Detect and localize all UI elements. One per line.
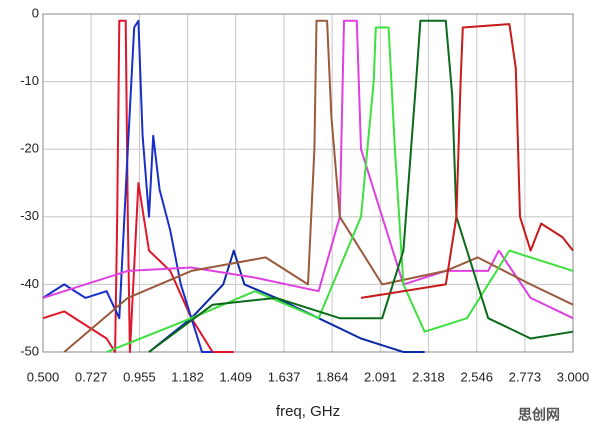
curve bbox=[42, 19, 574, 320]
y-tick-label: 0 bbox=[32, 5, 39, 20]
y-tick-label: -10 bbox=[20, 73, 39, 88]
x-axis-label: freq, GHz bbox=[276, 403, 340, 420]
x-tick-label: 1.409 bbox=[219, 369, 252, 384]
curve bbox=[42, 19, 234, 353]
x-tick-label: 0.955 bbox=[123, 369, 156, 384]
x-tick-label: 0.500 bbox=[27, 369, 60, 384]
x-tick-label: 0.727 bbox=[75, 369, 108, 384]
curve bbox=[360, 23, 574, 299]
curve bbox=[42, 19, 213, 353]
curve bbox=[63, 19, 574, 353]
x-tick-label: 3.000 bbox=[557, 369, 590, 384]
x-tick-label: 2.773 bbox=[509, 369, 542, 384]
curve bbox=[148, 249, 425, 353]
watermark: 思创网 bbox=[518, 407, 560, 423]
x-tick-label: 1.182 bbox=[171, 369, 204, 384]
curve bbox=[148, 19, 574, 353]
curve bbox=[106, 26, 574, 353]
y-tick-label: -40 bbox=[20, 276, 39, 291]
plot-frame bbox=[42, 13, 574, 353]
x-tick-label: 1.864 bbox=[316, 369, 349, 384]
y-tick-label: -30 bbox=[20, 208, 39, 223]
y-tick-label: -50 bbox=[20, 343, 39, 358]
x-tick-label: 2.546 bbox=[460, 369, 493, 384]
x-tick-label: 1.637 bbox=[268, 369, 301, 384]
y-tick-label: -20 bbox=[20, 141, 39, 156]
x-tick-label: 2.091 bbox=[364, 369, 397, 384]
x-tick-label: 2.318 bbox=[412, 369, 445, 384]
